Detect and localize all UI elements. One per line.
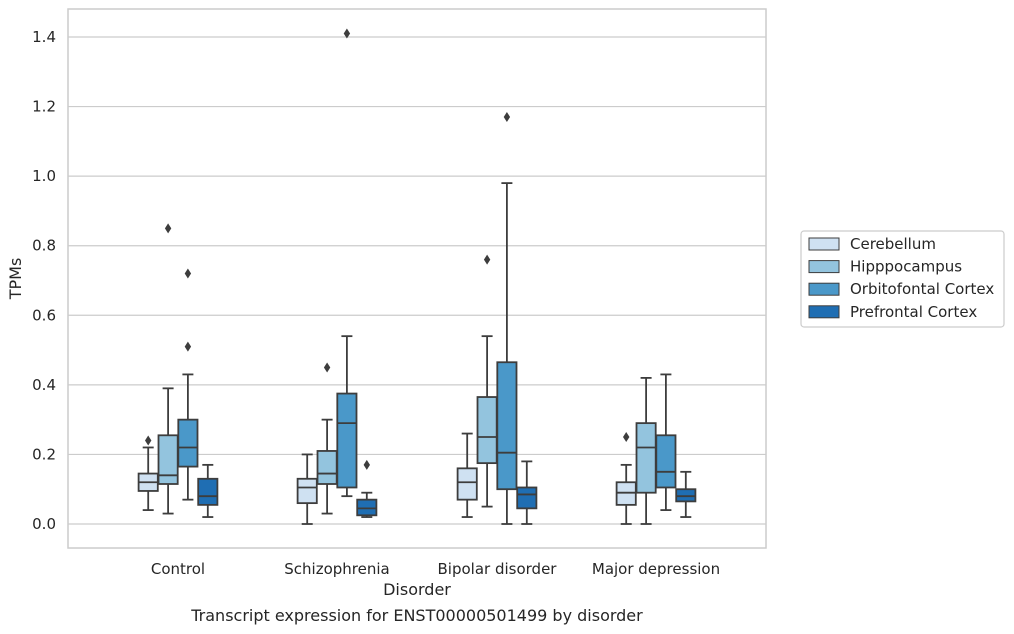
legend-swatch [808, 260, 840, 274]
outlier-point [184, 268, 192, 279]
box-0-3 [615, 432, 637, 525]
iqr-box [177, 418, 199, 468]
box-plot-marks [137, 28, 697, 525]
y-tick-label: 1.0 [32, 167, 56, 185]
legend-frame [800, 230, 1005, 328]
y-tick-label: 0.8 [32, 237, 56, 255]
legend-swatch [808, 305, 840, 319]
legend: Cerebellum Hipppocampus Orbitofontal Corte… [800, 230, 1005, 328]
legend-label: Hipppocampus [850, 258, 962, 276]
outlier-point [503, 112, 511, 123]
legend-label: Prefrontal Cortex [850, 303, 977, 321]
outlier-point [184, 341, 192, 352]
iqr-box [655, 434, 677, 489]
y-tick-label: 0.6 [32, 306, 56, 324]
box-2-1 [336, 28, 358, 498]
box-1-3 [635, 376, 657, 525]
legend-label: Cerebellum [850, 235, 936, 253]
box-3-0 [197, 463, 219, 518]
iqr-box [157, 434, 179, 485]
box-0-0 [137, 435, 159, 511]
iqr-box [516, 486, 538, 510]
y-axis-ticks: 0.0 0.2 0.4 0.6 0.8 1.0 1.2 1.4 [32, 28, 56, 533]
box-3-1 [356, 459, 378, 518]
chart-caption: Transcript expression for ENST0000050149… [191, 606, 643, 625]
legend-label: Orbitofontal Cortex [850, 280, 994, 298]
x-tick-label: Bipolar disorder [438, 560, 558, 578]
box-0-2 [456, 432, 478, 518]
outlier-point [323, 362, 331, 373]
box-1-0 [157, 223, 179, 515]
box-3-3 [675, 470, 697, 518]
iqr-box [496, 361, 518, 491]
x-axis-label: Disorder [383, 580, 451, 599]
y-tick-label: 1.4 [32, 28, 56, 46]
iqr-box [456, 467, 478, 501]
y-tick-label: 0.4 [32, 376, 56, 394]
outlier-point [623, 432, 630, 443]
x-tick-label: Schizophrenia [284, 560, 389, 578]
outlier-point [164, 223, 172, 234]
iqr-box [476, 396, 498, 465]
outlier-point [343, 28, 351, 39]
outlier-point [145, 435, 152, 446]
outlier-point [363, 459, 370, 470]
box-1-2 [476, 254, 498, 508]
plot-frame [67, 8, 767, 549]
iqr-box [635, 422, 657, 494]
box-2-0 [177, 268, 199, 501]
iqr-box [296, 477, 318, 505]
y-tick-label: 1.2 [32, 98, 56, 116]
iqr-box [316, 450, 338, 485]
outlier-point [483, 254, 491, 265]
iqr-box [197, 477, 219, 506]
legend-swatch [808, 282, 840, 296]
y-axis-label: TPMs [6, 258, 25, 301]
x-tick-label: Control [151, 560, 205, 578]
box-0-1 [296, 453, 318, 525]
legend-swatch [808, 237, 840, 251]
iqr-box [336, 392, 358, 489]
box-3-2 [516, 460, 538, 525]
y-tick-label: 0.0 [32, 515, 56, 533]
x-axis-ticks: Control Schizophrenia Bipolar disorder Majo… [151, 560, 720, 578]
x-tick-label: Major depression [592, 560, 720, 578]
y-tick-label: 0.2 [32, 445, 56, 463]
box-2-3 [655, 373, 677, 511]
box-2-2 [496, 112, 518, 525]
